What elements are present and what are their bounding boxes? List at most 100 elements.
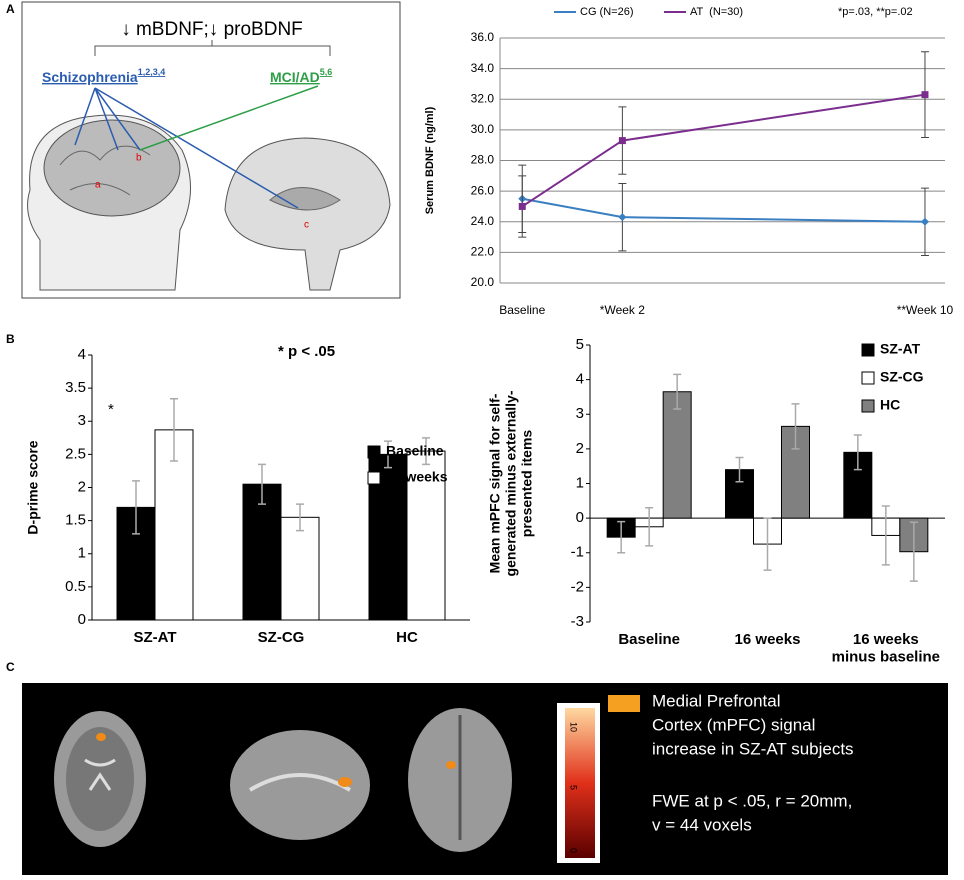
error-bar: [170, 397, 178, 462]
marker: [518, 202, 526, 210]
legend-swatch: [861, 371, 875, 385]
y-tick-label: 22.0: [471, 245, 495, 259]
bar: [406, 450, 446, 621]
error-bar: [791, 403, 800, 450]
error-bar: [881, 505, 890, 566]
y-tick-label: 2.5: [65, 445, 86, 462]
error-bar: [645, 506, 654, 547]
brain-slices: [54, 708, 512, 852]
annotation: *p=.03, **p=.02: [838, 6, 913, 18]
y-tick-label: 5: [576, 336, 584, 353]
y-tick-label: 1: [576, 474, 584, 491]
error-bar: [909, 521, 918, 582]
legend-swatch: [608, 695, 640, 712]
y-tick-label: -3: [571, 613, 584, 630]
y-axis-label: D-prime score: [25, 440, 41, 534]
y-tick-label: 24.0: [471, 214, 495, 228]
legend-label: 16 weeks: [386, 469, 448, 485]
x-tick-label: SZ-CG: [258, 629, 305, 646]
y-tick-label: 1: [78, 545, 86, 562]
marker: [921, 91, 929, 99]
legend-label: HC: [880, 397, 900, 413]
error-bar: [673, 373, 682, 410]
bracket: [94, 40, 331, 56]
y-tick-label: 2: [576, 440, 584, 457]
error-bar: [853, 434, 862, 471]
legend-swatch: [367, 471, 381, 485]
diagram-title: ↓ mBDNF;↓ proBDNF: [121, 19, 303, 40]
schizophrenia-label: Schizophrenia1,2,3,4: [42, 67, 165, 84]
bar: [725, 469, 754, 519]
x-tick-label: SZ-AT: [133, 629, 176, 646]
mci-label: MCI/AD5,6: [270, 67, 332, 84]
marker: [618, 137, 626, 145]
annotation: * p < .05: [278, 343, 335, 360]
marker: [920, 217, 929, 226]
head-drawing: [27, 114, 391, 291]
x-tick-label: 16 weeks: [735, 631, 801, 648]
legend-swatch: [367, 445, 381, 459]
error-bar: [296, 503, 304, 532]
y-tick-label: 30.0: [471, 122, 495, 136]
region-label: b: [136, 153, 142, 164]
y-tick-label: 3: [576, 405, 584, 422]
colorbar-tick: 5: [569, 785, 579, 790]
legend-swatch: [861, 343, 875, 357]
error-bar: [735, 456, 744, 483]
region-label: c: [304, 220, 309, 231]
y-tick-label: 2: [78, 478, 86, 495]
panel-c-text: Cortex (mPFC) signal: [652, 715, 815, 734]
error-bar: [258, 463, 266, 505]
x-tick-label: 16 weeks minus baseline: [832, 631, 940, 665]
panel-label: B: [6, 332, 15, 346]
error-bar: [617, 520, 626, 554]
bar: [280, 516, 320, 621]
panel-label: A: [6, 2, 15, 16]
y-tick-label: 1.5: [65, 512, 86, 529]
colorbar: [565, 708, 595, 858]
error-bar: [763, 517, 772, 571]
legend-label: SZ-AT: [880, 341, 921, 357]
x-tick-label: HC: [396, 629, 418, 646]
y-tick-label: 4: [78, 346, 86, 363]
y-tick-label: 34.0: [471, 61, 495, 75]
y-tick-label: 0: [78, 611, 86, 628]
y-axis-label: Serum BDNF (ng/ml): [424, 106, 436, 214]
colorbar-tick: 10: [569, 722, 579, 732]
x-tick-label: Baseline: [499, 303, 545, 317]
y-axis-label: generated minus externally-: [503, 390, 519, 576]
y-axis-label: Mean mPFC signal for self-: [487, 393, 503, 573]
panel-c-stats: FWE at p < .05, r = 20mm,: [652, 791, 852, 810]
y-tick-label: 32.0: [471, 91, 495, 105]
y-tick-label: 0: [576, 509, 584, 526]
legend-label: Baseline: [386, 443, 444, 459]
marker: [618, 213, 627, 222]
error-bar: [132, 480, 140, 535]
panel-c-stats: v = 44 voxels: [652, 815, 752, 834]
series-line: [522, 197, 925, 223]
x-tick-label: **Week 10: [897, 303, 954, 317]
y-tick-label: -1: [571, 544, 584, 561]
region-label: a: [95, 180, 101, 191]
legend-label: SZ-CG: [880, 369, 924, 385]
x-tick-label: *Week 2: [600, 303, 645, 317]
significance-mark: *: [108, 401, 114, 418]
y-tick-label: -2: [571, 578, 584, 595]
legend-label: CG (N=26): [580, 6, 634, 18]
error-bar: [384, 440, 392, 469]
panel-c-text: increase in SZ-AT subjects: [652, 739, 854, 758]
y-tick-label: 36.0: [471, 30, 495, 44]
y-tick-label: 3.5: [65, 379, 86, 396]
series-line: [521, 93, 926, 208]
y-tick-label: 20.0: [471, 275, 495, 289]
y-tick-label: 0.5: [65, 578, 86, 595]
y-tick-label: 28.0: [471, 153, 495, 167]
y-tick-label: 26.0: [471, 183, 495, 197]
y-axis-label: presented items: [519, 430, 535, 538]
connector-lines: [74, 85, 319, 209]
y-tick-label: 3: [78, 412, 86, 429]
y-tick-label: 4: [576, 371, 584, 388]
panel-label: C: [6, 660, 15, 674]
legend-label: AT (N=30): [690, 6, 743, 18]
